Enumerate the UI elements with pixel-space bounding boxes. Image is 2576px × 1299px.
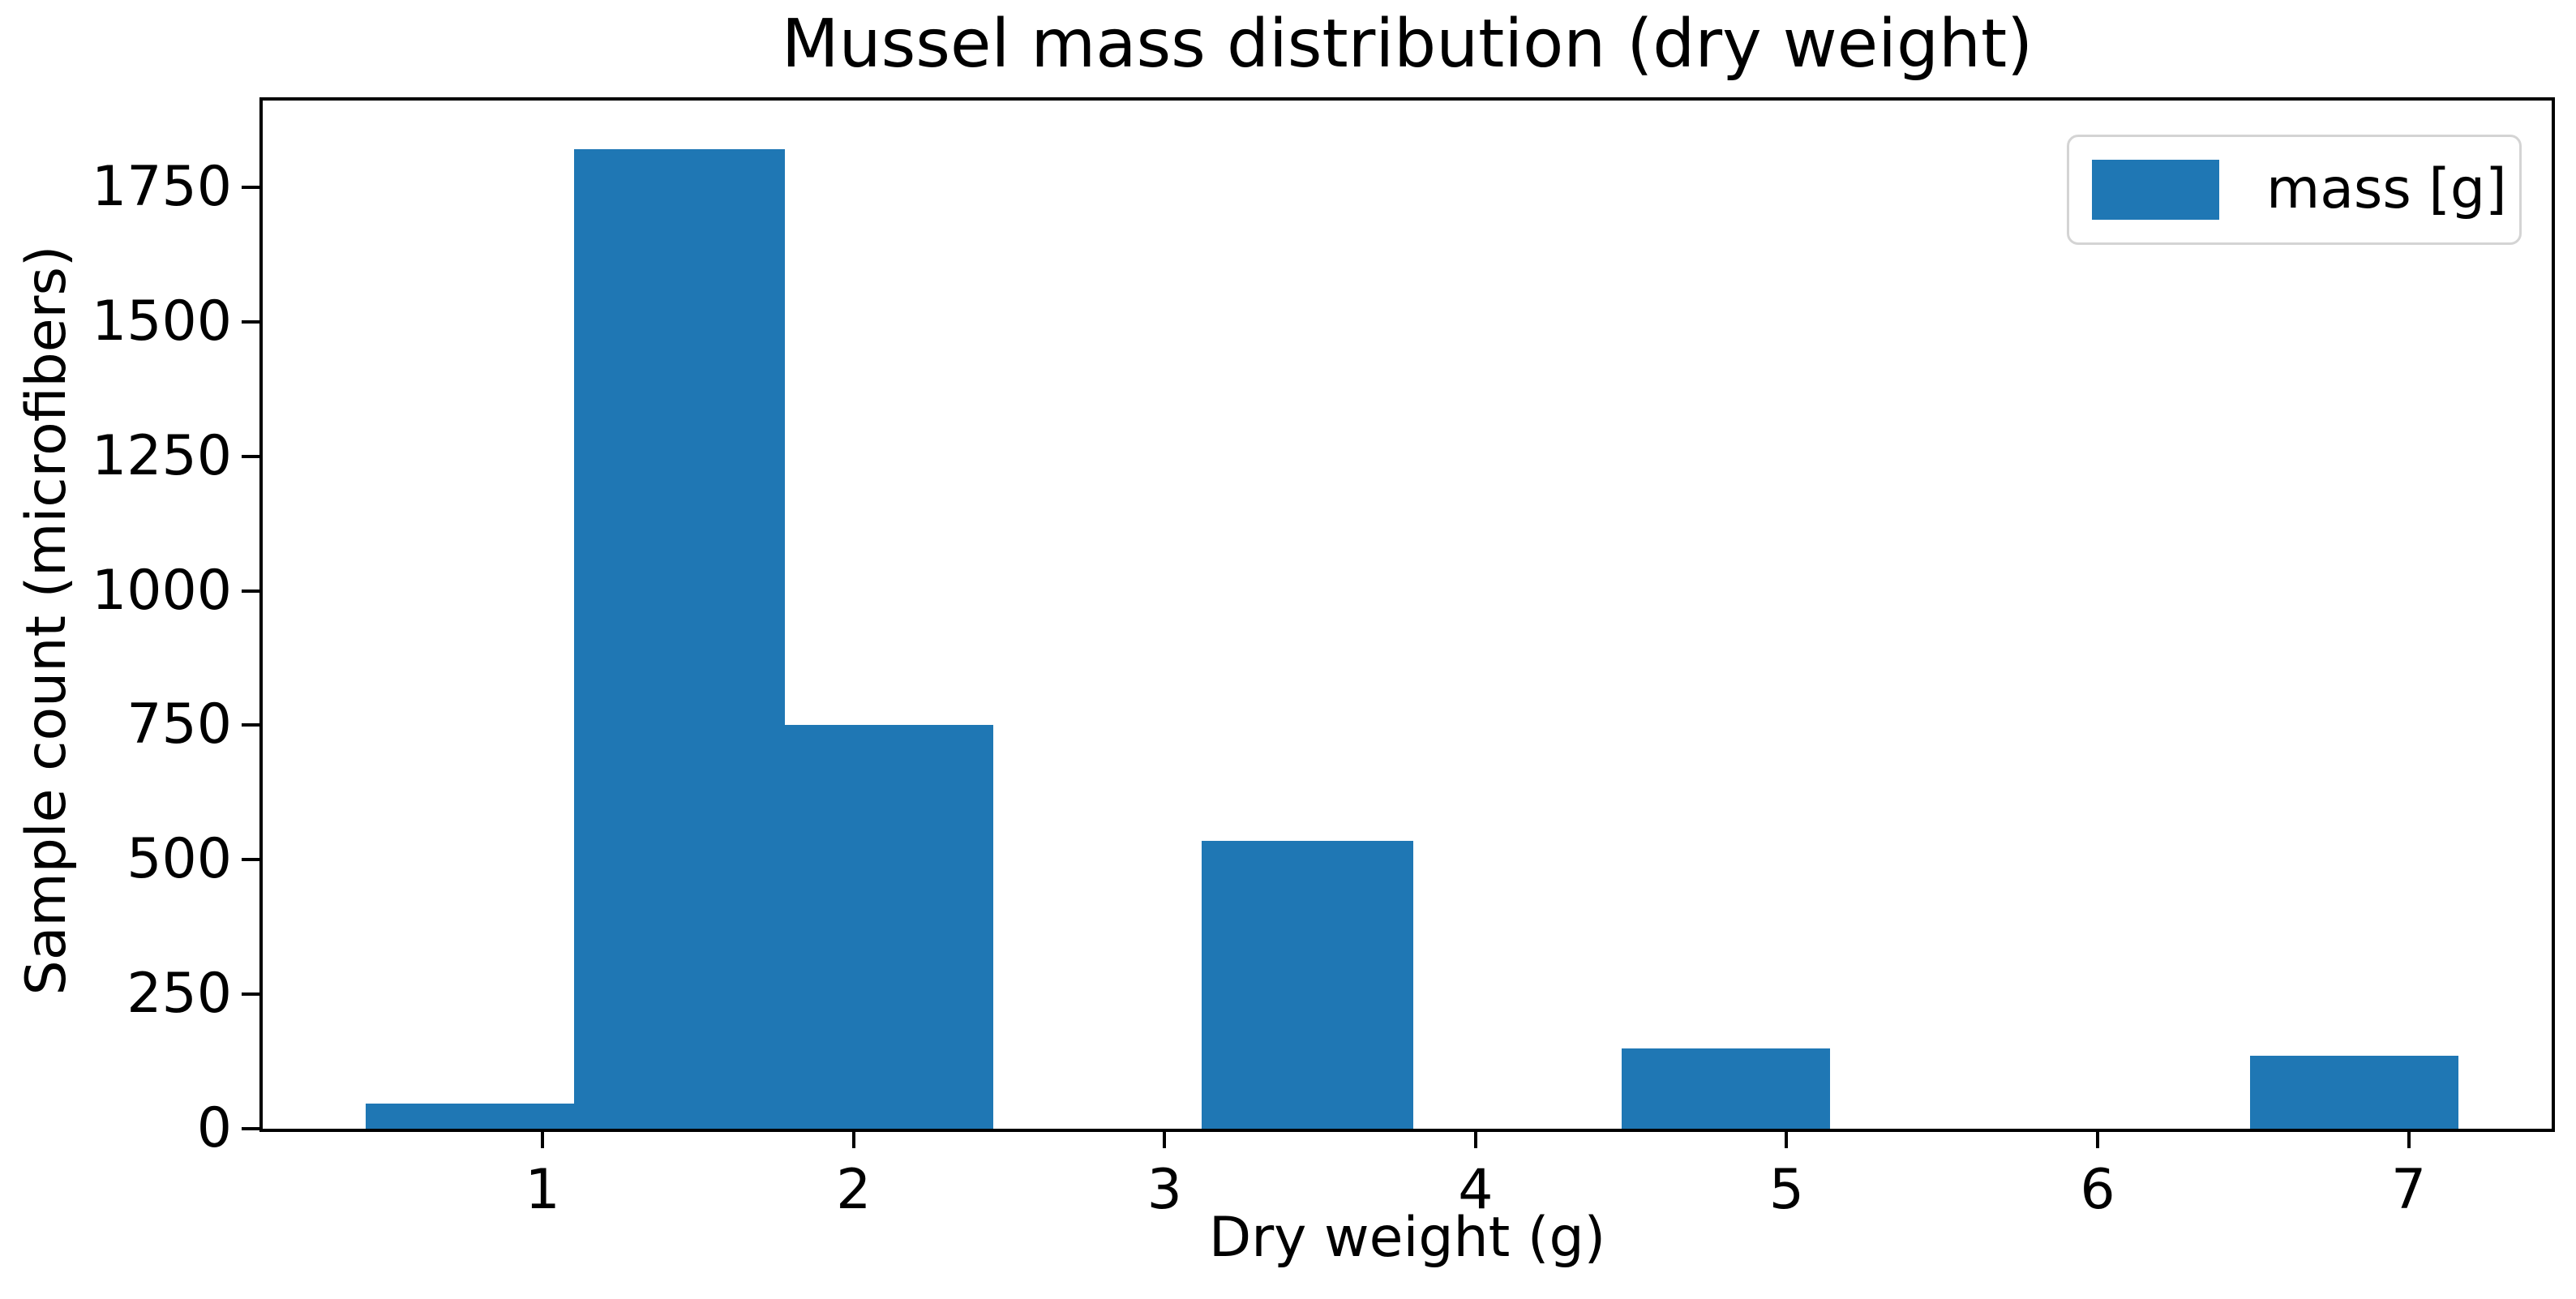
y-tick-mark [242, 1127, 259, 1130]
y-tick-label: 750 [126, 692, 232, 757]
y-tick-mark [242, 185, 259, 189]
y-tick-mark [242, 723, 259, 727]
histogram-bar [573, 149, 786, 1129]
y-tick-mark [242, 992, 259, 997]
x-axis-label: Dry weight (g) [1208, 1206, 1606, 1270]
x-tick-mark [1473, 1132, 1477, 1148]
chart-title: Mussel mass distribution (dry weight) [781, 6, 2034, 83]
legend-swatch [2092, 160, 2219, 220]
x-tick-label: 1 [525, 1158, 560, 1222]
y-tick-mark [242, 319, 259, 324]
x-tick-mark [2096, 1132, 2099, 1148]
x-tick-label: 3 [1147, 1158, 1182, 1222]
x-tick-mark [851, 1132, 855, 1148]
x-tick-label: 7 [2390, 1158, 2427, 1222]
y-tick-mark [242, 454, 259, 458]
histogram-bar [365, 1103, 574, 1129]
x-tick-label: 5 [1768, 1158, 1805, 1222]
y-tick-label: 1000 [91, 558, 232, 623]
y-tick-label: 1750 [91, 154, 232, 219]
x-tick-mark [1785, 1132, 1789, 1148]
histogram-bar [785, 725, 994, 1129]
x-tick-mark [2407, 1132, 2411, 1148]
y-tick-label: 1250 [91, 423, 232, 488]
y-tick-label: 0 [196, 1096, 232, 1160]
legend: mass [g] [2067, 135, 2522, 245]
y-axis-label: Sample count (microfibers) [15, 245, 79, 996]
histogram-bar [1622, 1048, 1831, 1129]
x-tick-label: 4 [1458, 1158, 1494, 1222]
histogram-bar [2249, 1056, 2458, 1129]
y-tick-label: 250 [126, 962, 232, 1027]
x-tick-label: 6 [2080, 1158, 2115, 1222]
y-tick-mark [242, 589, 259, 593]
y-tick-label: 500 [126, 827, 232, 892]
x-tick-mark [541, 1132, 545, 1148]
y-tick-label: 1500 [91, 289, 232, 354]
y-tick-mark [242, 858, 259, 862]
histogram-bar [1202, 841, 1414, 1129]
legend-label: mass [g] [2266, 157, 2507, 221]
x-tick-mark [1163, 1132, 1167, 1148]
x-tick-label: 2 [836, 1158, 872, 1222]
